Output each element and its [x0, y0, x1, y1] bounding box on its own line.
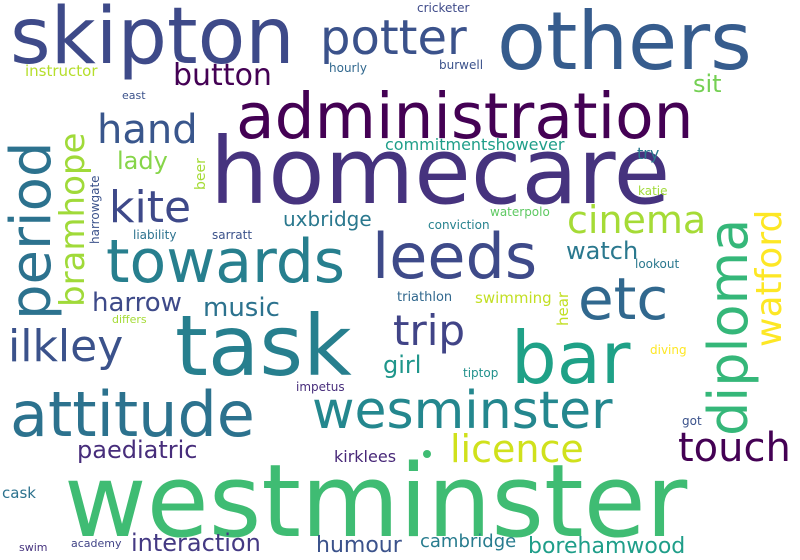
word: swimming	[475, 289, 552, 307]
word: period	[0, 141, 64, 320]
word: diploma	[697, 218, 760, 436]
word: task	[175, 297, 352, 395]
word: waterpolo	[490, 205, 550, 219]
word: hourly	[329, 61, 367, 75]
word: tiptop	[463, 366, 499, 380]
word: music	[203, 293, 280, 323]
word: lady	[117, 147, 168, 175]
word: potter	[320, 10, 467, 66]
word: licence	[450, 427, 584, 471]
word: bramhope	[53, 132, 93, 307]
word: impetus	[296, 380, 345, 394]
word: beer	[193, 158, 209, 190]
word: differs	[112, 313, 147, 326]
word: homecare	[210, 118, 671, 225]
word: button	[173, 58, 272, 93]
word: skipton	[10, 0, 295, 82]
word: got	[682, 414, 702, 428]
word: others	[497, 0, 752, 88]
word: sarratt	[212, 228, 253, 242]
word: triathlon	[397, 290, 453, 305]
word: kite	[109, 182, 192, 233]
word: diving	[650, 343, 687, 357]
word: humour	[316, 533, 402, 558]
word: sit	[693, 70, 722, 98]
word: touch	[678, 425, 791, 471]
word: towards	[106, 227, 346, 297]
word: borehamwood	[528, 534, 686, 559]
word: leeds	[372, 220, 538, 293]
word: trip	[393, 306, 466, 355]
word: harrow	[92, 288, 182, 318]
word: instructor	[25, 62, 98, 80]
word: girl	[383, 351, 422, 379]
dot	[423, 450, 431, 458]
word: cambridge	[420, 531, 517, 552]
word: swim	[19, 541, 48, 554]
word: watch	[566, 237, 639, 265]
word: paediatric	[77, 436, 198, 464]
word: liability	[133, 228, 177, 242]
word: hand	[97, 107, 198, 153]
word: bar	[511, 316, 631, 400]
word: cricketer	[417, 1, 470, 15]
word: kirklees	[334, 447, 397, 466]
word: east	[122, 89, 146, 102]
word: academy	[71, 537, 122, 550]
word: uxbridge	[283, 207, 372, 231]
word: westminster	[64, 442, 688, 560]
word: wesminster	[312, 381, 613, 441]
word: cinema	[567, 198, 707, 242]
word: interaction	[131, 529, 261, 557]
word: katie	[638, 184, 668, 198]
word: attitude	[10, 378, 255, 451]
word: cask	[2, 484, 36, 502]
word: administration	[236, 80, 694, 153]
word: hear	[554, 291, 572, 326]
word: watford	[749, 209, 790, 347]
word: commitmentshowever	[385, 135, 565, 154]
word: conviction	[428, 218, 490, 232]
word: ilkley	[8, 321, 124, 372]
word: harrowgate	[88, 175, 102, 244]
word: burwell	[439, 58, 484, 72]
word: etc	[578, 265, 669, 333]
word: lookout	[635, 257, 680, 271]
word: try	[637, 144, 660, 163]
